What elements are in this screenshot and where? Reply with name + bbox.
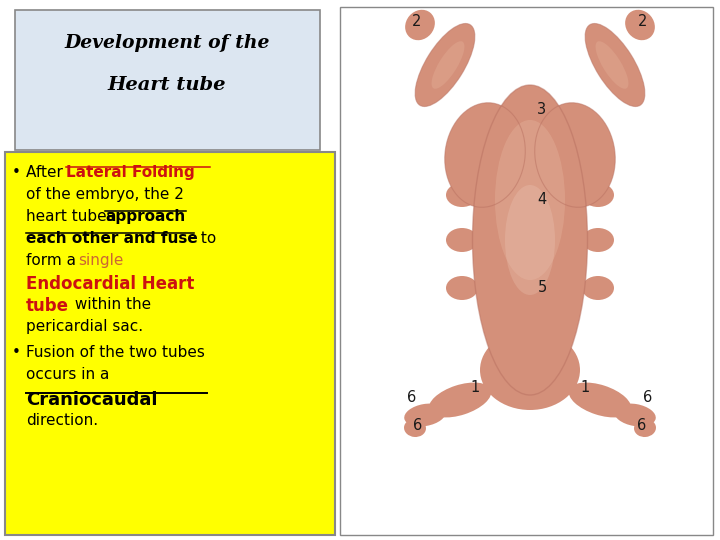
- Text: After: After: [26, 165, 68, 180]
- Text: 6: 6: [408, 390, 417, 406]
- Text: Fusion of the two tubes: Fusion of the two tubes: [26, 345, 205, 360]
- Ellipse shape: [582, 276, 614, 300]
- Text: 1: 1: [580, 381, 590, 395]
- Text: 2: 2: [639, 15, 648, 30]
- Text: Lateral Folding: Lateral Folding: [66, 165, 194, 180]
- Ellipse shape: [505, 185, 555, 295]
- Ellipse shape: [446, 183, 478, 207]
- Ellipse shape: [569, 382, 631, 417]
- Ellipse shape: [614, 403, 656, 427]
- Text: 6: 6: [637, 417, 647, 433]
- Ellipse shape: [405, 10, 435, 40]
- Text: form a: form a: [26, 253, 81, 268]
- FancyBboxPatch shape: [340, 7, 713, 535]
- Ellipse shape: [582, 183, 614, 207]
- Ellipse shape: [445, 103, 526, 207]
- Ellipse shape: [480, 330, 580, 410]
- Text: Craniocaudal: Craniocaudal: [26, 391, 158, 409]
- Ellipse shape: [446, 276, 478, 300]
- Ellipse shape: [431, 41, 464, 89]
- Text: 6: 6: [413, 417, 423, 433]
- Ellipse shape: [495, 120, 565, 280]
- Ellipse shape: [634, 419, 656, 437]
- Text: 6: 6: [644, 390, 652, 406]
- Ellipse shape: [404, 403, 446, 427]
- FancyBboxPatch shape: [5, 152, 335, 535]
- Text: Endocardial Heart: Endocardial Heart: [26, 275, 194, 293]
- Text: Heart tube: Heart tube: [108, 76, 226, 94]
- Ellipse shape: [472, 85, 588, 395]
- Text: 2: 2: [413, 15, 422, 30]
- Ellipse shape: [415, 23, 475, 106]
- Text: heart tubes: heart tubes: [26, 209, 120, 224]
- Ellipse shape: [582, 228, 614, 252]
- Text: •: •: [12, 165, 21, 180]
- FancyBboxPatch shape: [15, 10, 320, 150]
- Text: direction.: direction.: [26, 413, 98, 428]
- Text: approach: approach: [105, 209, 185, 224]
- Text: 4: 4: [537, 192, 546, 207]
- Text: 5: 5: [537, 280, 546, 295]
- Ellipse shape: [595, 41, 629, 89]
- Text: 3: 3: [537, 103, 546, 118]
- Ellipse shape: [404, 419, 426, 437]
- Text: each other and fuse: each other and fuse: [26, 231, 198, 246]
- Ellipse shape: [535, 103, 616, 207]
- Text: occurs in a: occurs in a: [26, 367, 109, 382]
- Text: pericardial sac.: pericardial sac.: [26, 319, 143, 334]
- Text: to: to: [196, 231, 216, 246]
- Text: single: single: [78, 253, 123, 268]
- Text: Development of the: Development of the: [64, 34, 270, 52]
- Text: within the: within the: [70, 297, 151, 312]
- Ellipse shape: [446, 228, 478, 252]
- Ellipse shape: [585, 23, 645, 106]
- Text: of the embryo, the 2: of the embryo, the 2: [26, 187, 184, 202]
- Ellipse shape: [625, 10, 655, 40]
- Text: tube: tube: [26, 297, 69, 315]
- Text: 1: 1: [470, 381, 480, 395]
- Ellipse shape: [428, 382, 491, 417]
- Text: •: •: [12, 345, 21, 360]
